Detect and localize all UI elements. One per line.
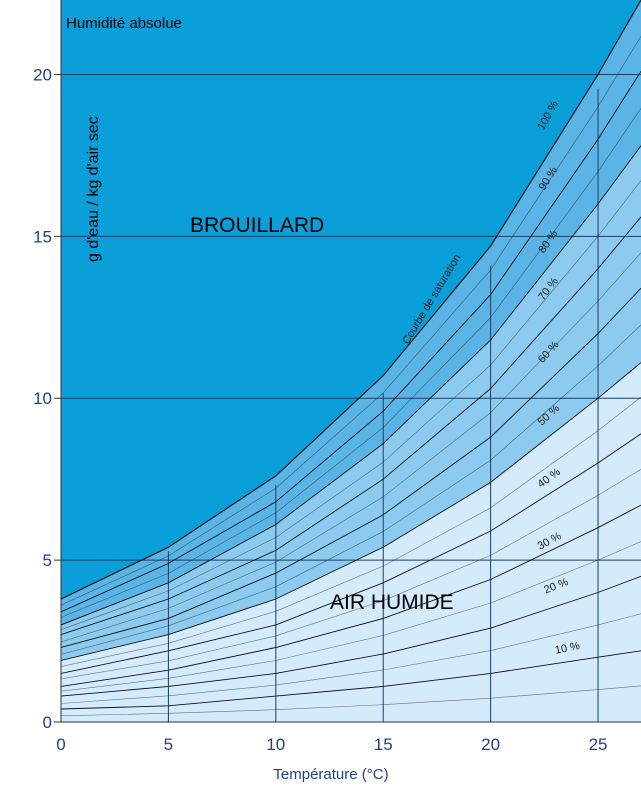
humidity-curve-30 xyxy=(61,504,641,687)
chart-title: Humidité absolue xyxy=(66,15,182,32)
x-tick-label-15: 15 xyxy=(374,735,393,754)
y-tick-label-5: 5 xyxy=(43,551,52,570)
humidity-curve-minor-5 xyxy=(61,324,641,655)
y-axis-ticks: 0 5 10 15 20 xyxy=(33,0,62,732)
humidity-curve-minor-10 xyxy=(61,685,641,717)
y-tick-label-15: 15 xyxy=(33,227,52,246)
humidity-curve-90 xyxy=(61,70,641,613)
x-tick-label-10: 10 xyxy=(266,735,285,754)
humidity-curve-minor-1 xyxy=(61,35,641,606)
y-tick-label-20: 20 xyxy=(33,65,52,84)
fog-region-label: BROUILLARD xyxy=(190,214,324,237)
humidity-curve-minor-8 xyxy=(61,541,641,692)
humid-air-region-label: AIR HUMIDE xyxy=(330,591,454,614)
y-tick-label-10: 10 xyxy=(33,389,52,408)
x-axis-ticks: 0 5 10 15 20 25 xyxy=(56,721,641,754)
humidity-curve-80 xyxy=(61,145,641,626)
x-tick-label-25: 25 xyxy=(589,735,608,754)
humidity-curve-10 xyxy=(61,650,641,710)
humidity-curve-100 xyxy=(61,0,641,600)
humidity-curve-70 xyxy=(61,216,641,636)
x-axis-label: Température (°C) xyxy=(273,766,388,783)
humidity-curve-minor-2 xyxy=(61,108,641,618)
humidity-curve-minor-7 xyxy=(61,469,641,680)
y-tick-label-0: 0 xyxy=(43,713,52,732)
x-tick-label-20: 20 xyxy=(481,735,500,754)
humidity-curve-50 xyxy=(61,362,641,661)
humidity-curve-label-10: 10 % xyxy=(554,640,581,657)
humidity-curve-minor-9 xyxy=(61,613,641,704)
humidity-curve-minor-4 xyxy=(61,252,641,643)
humidity-curve-60 xyxy=(61,287,641,648)
axes: 0 5 10 15 20 25 0 5 10 15 20 Température (°C) xyxy=(33,0,641,783)
x-tick-label-0: 0 xyxy=(56,735,65,754)
humidity-curve-20 xyxy=(61,575,641,697)
x-tick-label-5: 5 xyxy=(164,735,173,754)
plot-area xyxy=(61,0,641,722)
y-axis-label: g d'eau / kg d'air sec xyxy=(85,116,102,262)
humidity-curve-40 xyxy=(61,433,641,674)
humidity-curve-minor-6 xyxy=(61,396,641,667)
humidity-curve-minor-3 xyxy=(61,180,641,630)
